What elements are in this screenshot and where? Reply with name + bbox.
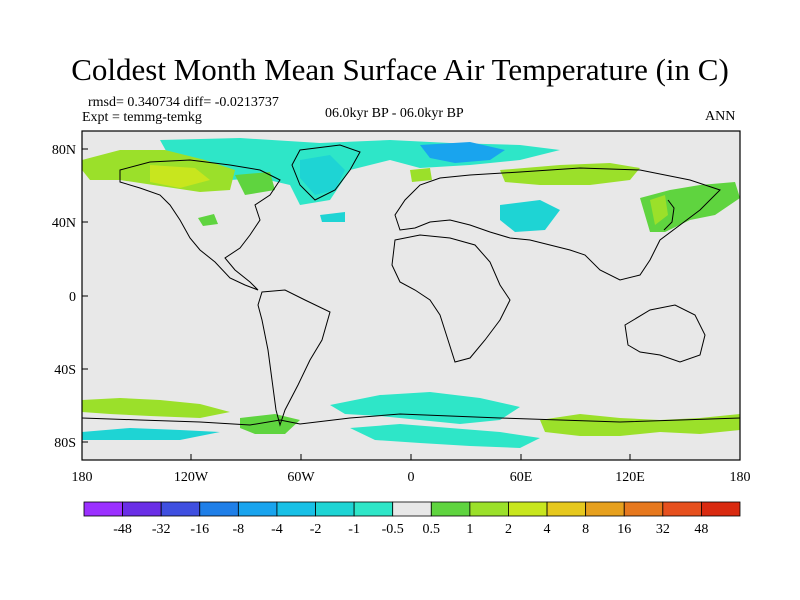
colorbar-label: -1 (348, 522, 360, 537)
canada-green-patch (235, 172, 275, 195)
colorbar-label: -2 (310, 522, 322, 537)
eurasia-coast (394, 167, 721, 281)
anomaly-field (82, 138, 740, 460)
greenland-cyan-patch (300, 155, 345, 195)
colorbar-label: -0.5 (382, 522, 404, 537)
colorbar-label: 4 (544, 522, 551, 537)
colorbar-label: -32 (152, 522, 171, 537)
japan-coast (663, 199, 675, 231)
period-label: 06.0kyr BP - 06.0kyr BP (325, 106, 464, 121)
colorbar-swatch (546, 501, 587, 517)
colorbar-label: -4 (271, 522, 283, 537)
lon-label: 0 (408, 470, 415, 485)
colorbar-labels: -48 -32 -16 -8 -4 -2 -1 -0.5 0.5 1 2 4 8 16 32 48 (113, 522, 708, 537)
colorbar: -48 -32 -16 -8 -4 -2 -1 -0.5 0.5 1 2 4 8 16 32 48 (83, 501, 741, 537)
colorbar-swatch (701, 501, 741, 517)
lat-label: 40S (54, 363, 76, 378)
antarctic-cyan-interior (350, 424, 540, 448)
colorbar-swatch (83, 501, 123, 517)
colorbar-label: -16 (190, 522, 209, 537)
africa-coast (391, 234, 511, 363)
lon-label: 120E (615, 470, 645, 485)
lon-label: 60E (510, 470, 533, 485)
lon-label: 180 (730, 470, 751, 485)
colorbar-label: 48 (694, 522, 708, 537)
greenland-coast (291, 144, 361, 201)
central-asia-cyan-patch (500, 200, 560, 232)
antarctic-peninsula-green (240, 414, 300, 434)
colorbar-swatch (353, 501, 394, 517)
colorbar-label: 32 (656, 522, 670, 537)
colorbar-label: -8 (233, 522, 245, 537)
latitude-labels: 80N 40N 0 40S 80S (52, 143, 76, 451)
japan-green-patch (650, 195, 668, 225)
colorbar-swatch (508, 501, 548, 517)
antarctic-green-west (82, 398, 230, 418)
colorbar-label: 0.5 (423, 522, 441, 537)
stats-label: rmsd= 0.340734 diff= -0.0213737 (88, 95, 279, 110)
colorbar-swatch (199, 501, 239, 517)
season-label: ANN (705, 109, 736, 124)
colorbar-swatch (315, 501, 355, 517)
colorbar-boxes (83, 501, 741, 517)
colorbar-swatch (623, 501, 664, 517)
north-america-coast (119, 159, 281, 291)
colorbar-swatch (430, 501, 471, 517)
lon-label: 180 (72, 470, 93, 485)
experiment-label: Expt = temmg-temkg (82, 110, 202, 125)
antarctica-coast (82, 413, 740, 426)
lon-label: 60W (287, 470, 315, 485)
lon-label: 120W (174, 470, 209, 485)
colorbar-label: -48 (113, 522, 132, 537)
colorbar-swatch (469, 501, 509, 517)
south-america-coast (257, 289, 331, 427)
colorbar-swatch (585, 501, 625, 517)
antarctic-cyan-east (330, 392, 520, 424)
colorbar-label: 1 (466, 522, 473, 537)
scandinavia-green-patch (410, 168, 432, 182)
longitude-labels: 180 120W 60W 0 60E 120E 180 (72, 470, 751, 485)
alaska-yellow-patch (150, 165, 210, 188)
colorbar-swatch (122, 501, 162, 517)
lat-label: 40N (52, 216, 76, 231)
antarctic-cyan-west (82, 428, 220, 440)
colorbar-label: 16 (617, 522, 631, 537)
australia-coast (624, 304, 706, 363)
lat-label: 80N (52, 143, 76, 158)
coastlines (82, 144, 740, 427)
colorbar-label: 2 (505, 522, 512, 537)
page-title: Coldest Month Mean Surface Air Temperatu… (71, 52, 729, 87)
colorbar-swatch (237, 501, 278, 517)
colorbar-swatch (276, 501, 316, 517)
colorbar-swatch (392, 501, 432, 517)
na-green-patch (198, 214, 218, 226)
lat-label: 80S (54, 436, 76, 451)
colorbar-label: 8 (582, 522, 589, 537)
arctic-blue-patch (420, 142, 505, 163)
colorbar-swatch (662, 501, 702, 517)
axis-ticks (82, 148, 631, 460)
atlantic-cyan-patch (320, 212, 345, 222)
colorbar-swatch (160, 501, 201, 517)
lat-label: 0 (69, 290, 76, 305)
